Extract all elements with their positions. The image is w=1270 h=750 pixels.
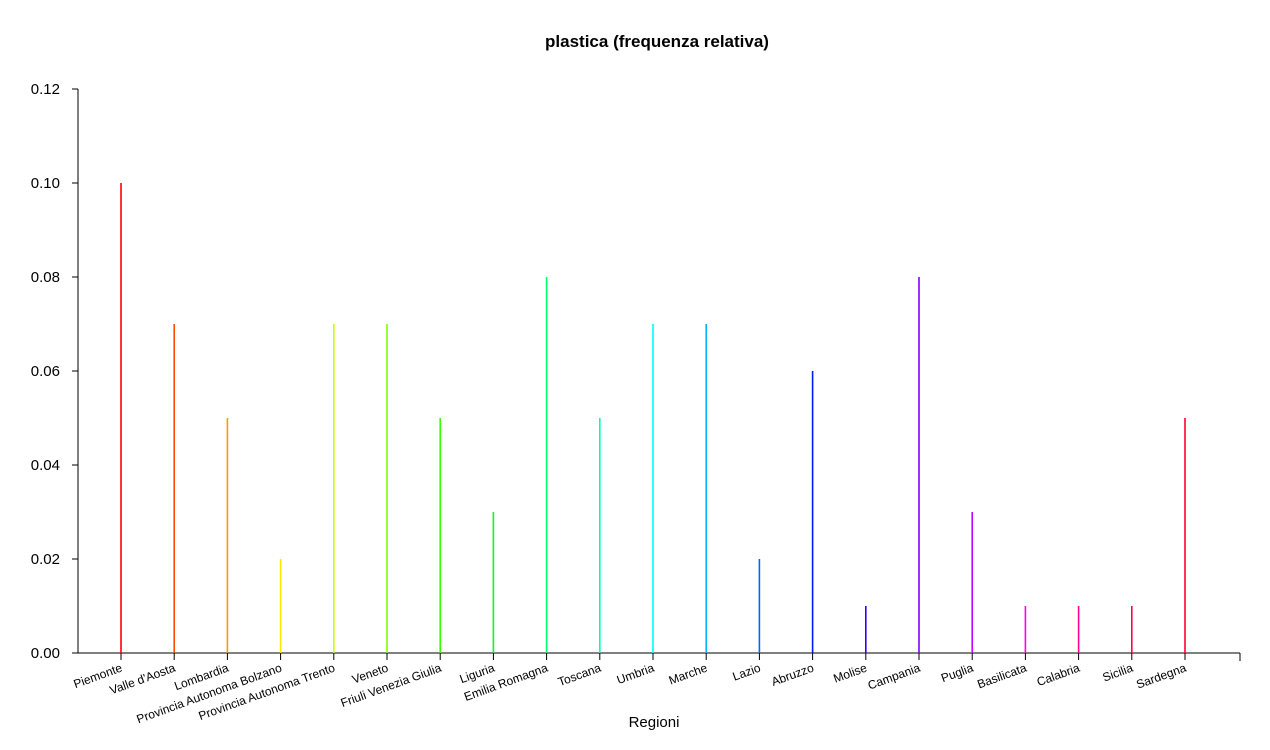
chart-title: plastica (frequenza relativa) [545,32,769,51]
x-tick-label: Toscana [556,661,603,690]
y-tick-label: 0.06 [31,363,60,380]
x-tick-label: Umbria [615,661,656,687]
y-tick-label: 0.10 [31,175,60,192]
x-tick-label: Sardegna [1134,661,1188,692]
x-tick-label: Calabria [1035,661,1082,690]
y-tick-label: 0.00 [31,645,60,662]
bars [120,183,1186,653]
y-tick-label: 0.02 [31,551,60,568]
x-tick-label: Campania [866,661,922,693]
x-axis-title: Regioni [629,714,680,731]
x-tick-label: Sicilia [1101,661,1136,685]
y-axis: 0.00 0.02 0.04 0.06 0.08 0.10 0.12 [31,81,79,662]
x-tick-label: Molise [831,661,869,686]
y-tick-label: 0.12 [31,81,60,98]
x-tick-label: Abruzzo [769,661,815,689]
y-tick-label: 0.04 [31,457,60,474]
x-tick-label: Marche [667,661,710,688]
y-tick-label: 0.08 [31,269,60,286]
x-tick-label: Lazio [731,661,763,684]
x-tick-label: Puglia [939,661,975,686]
x-tick-label: Basilicata [975,661,1028,692]
